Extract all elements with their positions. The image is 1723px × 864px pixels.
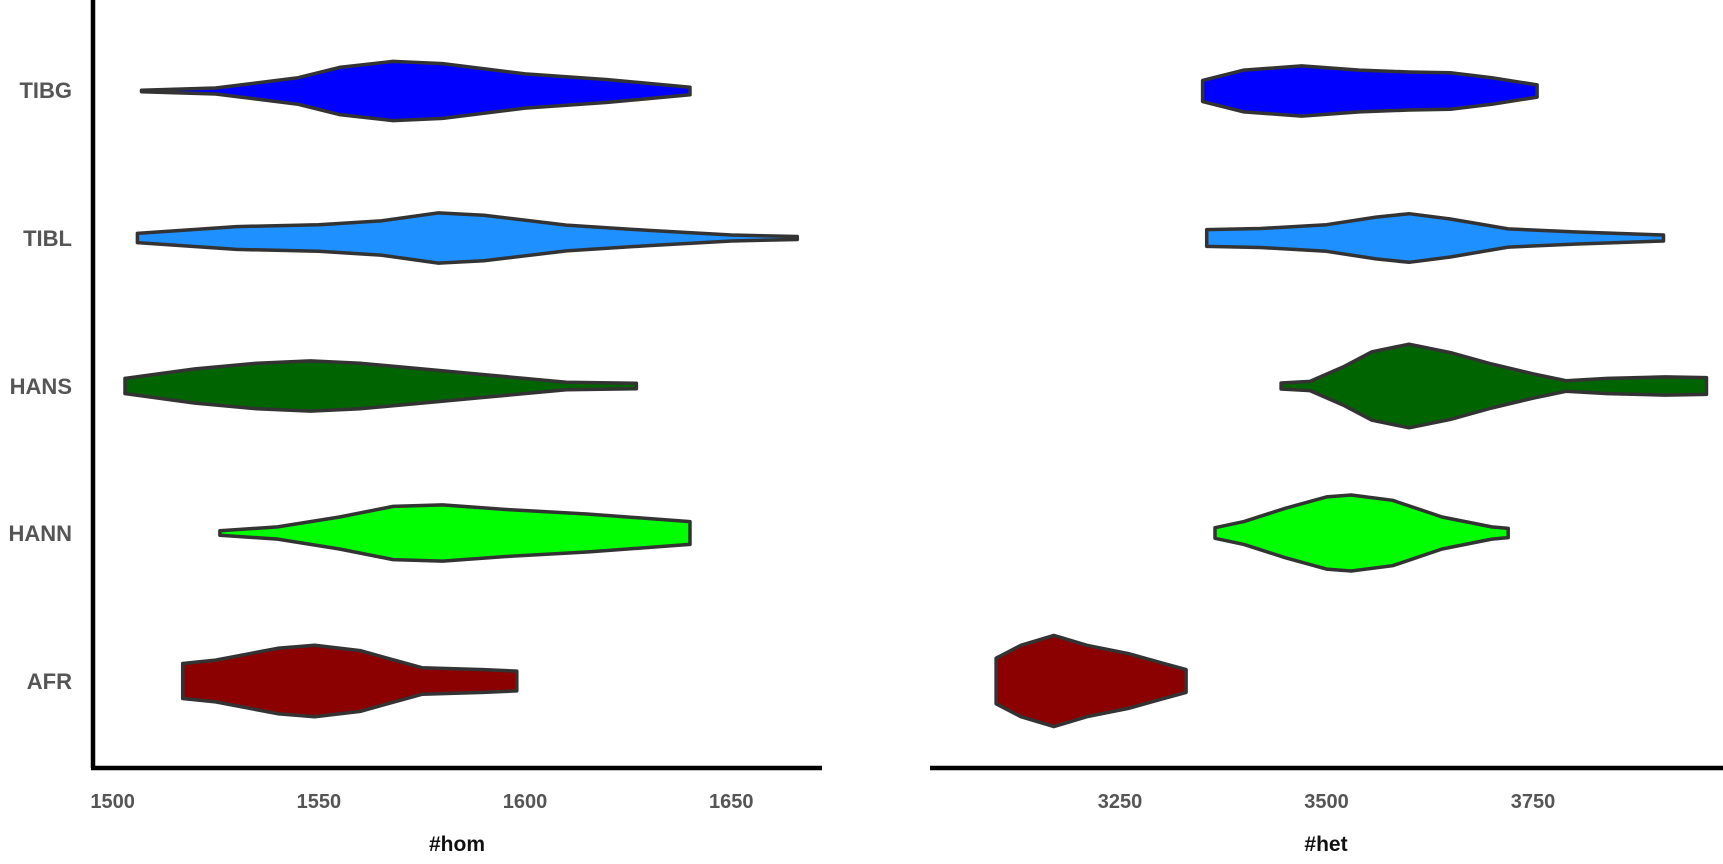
violin-hom-afr	[180, 643, 519, 719]
violin-hom-hann	[218, 503, 692, 563]
violins-het	[994, 64, 1709, 729]
category-label-tibg: TIBG	[19, 78, 72, 103]
x-tick-label: 3500	[1304, 791, 1349, 813]
violin-hom-tibg	[139, 59, 692, 123]
violin-hom-hans	[123, 359, 639, 413]
category-label-hann: HANN	[8, 521, 72, 546]
x-tick-label: 1650	[709, 791, 754, 813]
violin-het-tibl	[1204, 211, 1666, 265]
x-tick-label: 3250	[1098, 791, 1143, 813]
category-label-hans: HANS	[10, 374, 72, 399]
violins-hom	[123, 59, 800, 719]
violin-het-hann	[1213, 493, 1510, 573]
x-tick-label: 3750	[1511, 791, 1556, 813]
panel-het: 3250 3500 3750 #het	[930, 64, 1723, 856]
category-label-afr: AFR	[27, 669, 72, 694]
x-ticks-het: 3250 3500 3750	[1098, 791, 1556, 813]
violin-hom-tibl	[135, 211, 800, 265]
violin-het-tibg	[1200, 64, 1539, 118]
x-axis-title-hom: #hom	[429, 833, 485, 856]
panel-hom: 1500 1550 1600 1650 #hom	[90, 0, 822, 856]
category-label-tibl: TIBL	[23, 226, 72, 251]
x-tick-label: 1500	[90, 791, 135, 813]
x-axis-title-het: #het	[1304, 833, 1347, 856]
x-tick-label: 1550	[297, 791, 342, 813]
violin-het-afr	[994, 633, 1188, 729]
x-ticks-hom: 1500 1550 1600 1650	[90, 791, 753, 813]
category-labels: TIBG TIBL HANS HANN AFR	[8, 78, 72, 694]
violin-het-hans	[1279, 342, 1709, 430]
x-tick-label: 1600	[503, 791, 548, 813]
